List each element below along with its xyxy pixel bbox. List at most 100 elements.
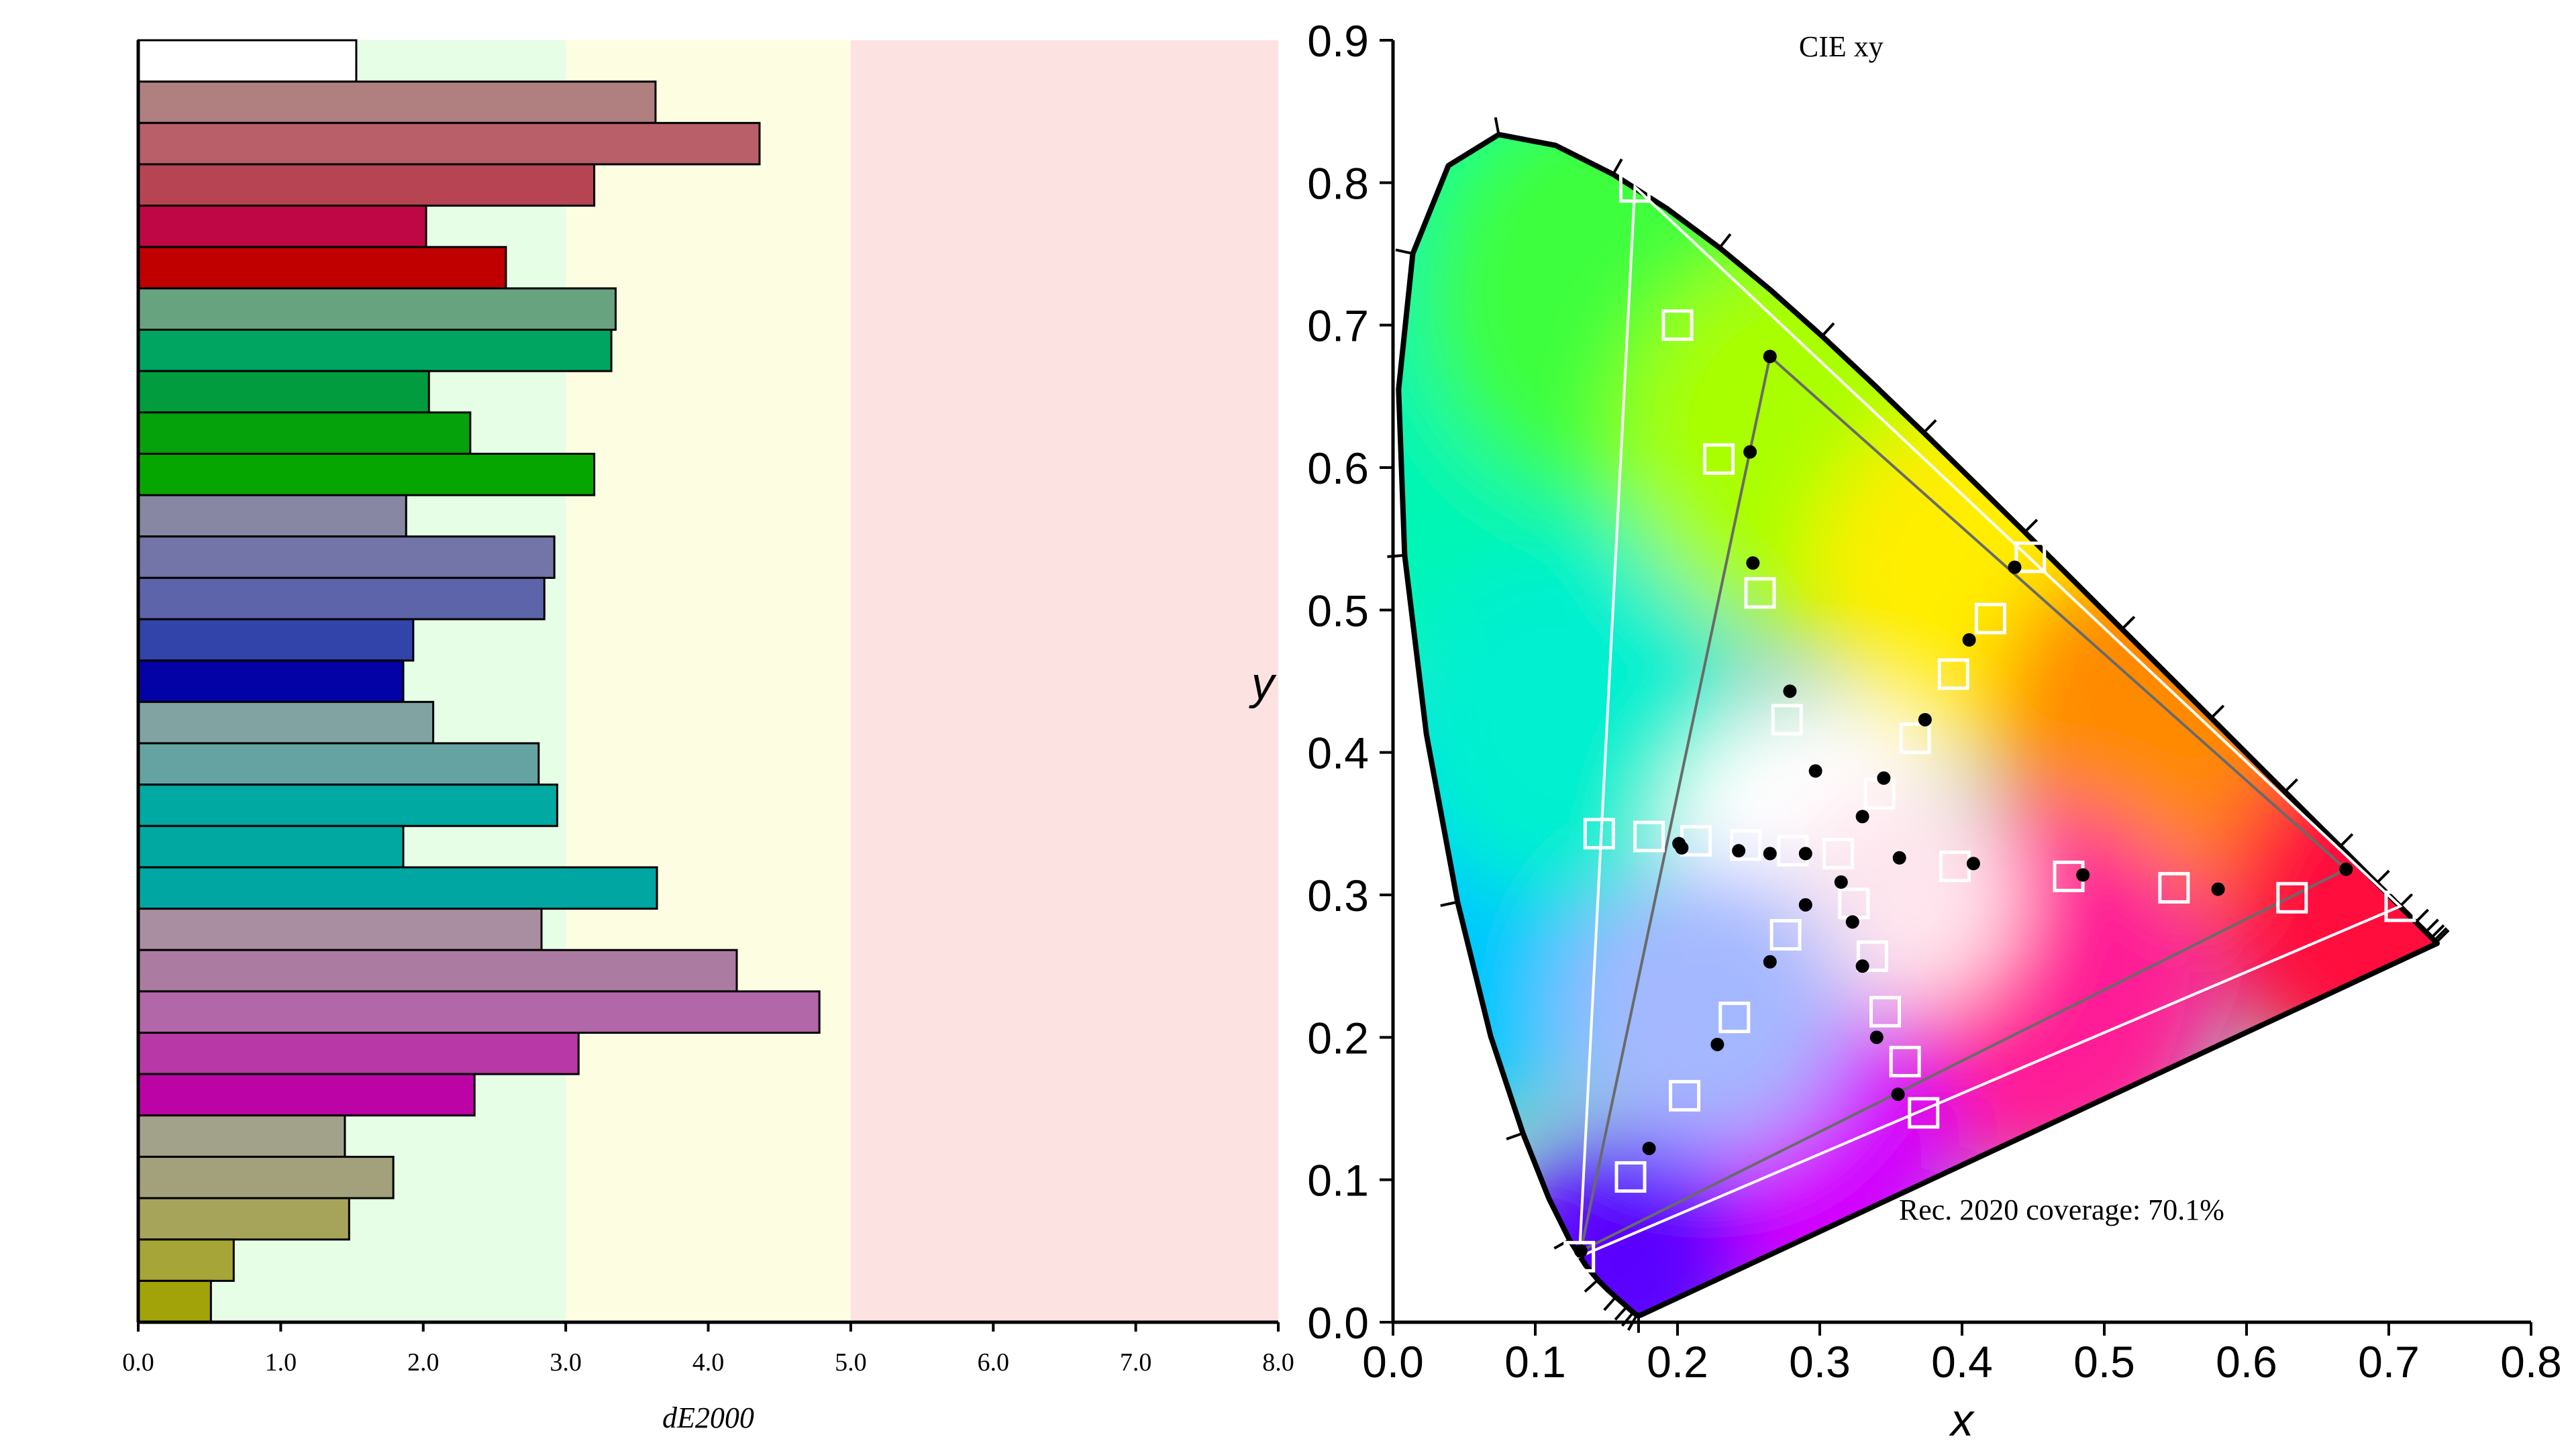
bar-x-tick-label: 7.0 [1120,1348,1152,1377]
cie-y-axis-label: y [1249,658,1277,709]
wavelength-ticks [1387,117,2450,1333]
cie-y-tick-label: 0.5 [1307,586,1369,635]
measured-point [1763,350,1777,364]
cie-y-tick-label: 0.8 [1307,158,1369,208]
target-point [1769,918,1802,951]
target-point [1889,1045,1921,1077]
wavelength-tick [1494,117,1500,135]
bar-24 [137,1031,580,1075]
wavelength-tick [1922,419,1937,434]
measured-point [1746,556,1760,570]
measured-point [1798,847,1812,861]
target-point [1633,820,1665,853]
cie-y-tick-label: 0.3 [1307,871,1369,920]
bar-25 [137,1073,476,1117]
cie-chart-title: CIE xy [1799,30,1884,63]
bar-1 [137,80,657,124]
measured-point [1642,1141,1656,1155]
wavelength-tick [2210,704,2225,719]
bar-x-tick-label: 2.0 [407,1348,440,1377]
bar-2 [137,121,761,166]
target-point [1669,1079,1701,1112]
target-point [1856,940,1888,972]
bar-12 [137,535,556,579]
measured-point [1892,851,1906,865]
bar-17 [137,742,540,786]
bar-5 [137,246,507,290]
measured-point [1798,898,1812,912]
chromaticity-fill [1398,134,2438,1316]
bar-13 [137,576,546,621]
wavelength-tick [2024,519,2039,533]
bar-x-tick-label: 3.0 [550,1348,582,1377]
measured-point [1834,875,1848,889]
measured-point [1869,1030,1884,1044]
measured-point [1918,712,1932,727]
measured-point [1845,915,1859,929]
bar-0 [137,39,358,83]
cie-xy-chart: 0.0 0.1 0.2 0.3 0.4 0.5 0.6 0.7 0.8 0.0 0.1 0.2 0.3… [1249,16,2562,1446]
cie-x-tick-label: 0.6 [2216,1337,2277,1387]
bar-9 [137,411,472,455]
measured-point [1962,633,1976,647]
measured-point [1855,959,1869,973]
de2000-bar-chart: 0.0 1.0 2.0 3.0 4.0 5.0 6.0 7.0 8.0 dE2000 [122,39,1294,1434]
coverage-annotation: Rec. 2020 coverage: 70.1% [1899,1193,2224,1226]
target-point [1614,1161,1647,1193]
cie-y-tick-label: 0.6 [1307,443,1369,493]
measured-point [2076,868,2090,882]
target-point [1869,996,1902,1028]
wavelength-tick [1612,158,1623,175]
target-point [1730,829,1762,861]
wavelength-tick [2375,869,2390,884]
bar-30 [137,1279,212,1324]
band-1 [566,40,851,1322]
target-point [1744,577,1776,609]
measured-point [1710,1037,1724,1051]
measured-point [2008,560,2022,574]
wavelength-tick [1614,1305,1629,1321]
wavelength-tick [1440,900,1458,907]
target-point [1702,443,1735,475]
target-point [1618,171,1651,203]
bar-x-tick-label: 4.0 [692,1348,725,1377]
bar-29 [137,1238,235,1282]
bar-x-tick-label: 8.0 [1262,1348,1294,1377]
measured-point [1808,764,1822,778]
wavelength-tick [2435,929,2450,944]
measured-point [1891,1087,1905,1102]
cie-y-tick-label: 0.7 [1307,301,1369,351]
bar-4 [137,205,427,248]
wavelength-tick [1584,1279,1599,1293]
wavelength-tick [2339,833,2354,848]
measured-point [1763,847,1777,861]
bar-18 [137,784,558,827]
target-point [1563,1240,1596,1273]
measured-point [1966,857,1980,871]
wavelength-tick [2414,908,2429,923]
bar-6 [137,287,617,331]
cie-x-tick-label: 0.8 [2500,1337,2562,1387]
cie-y-tick-label: 0.0 [1307,1298,1369,1348]
bar-27 [137,1155,395,1199]
measured-point [2211,882,2225,896]
cie-y-tick-label: 0.1 [1307,1156,1369,1205]
target-point [1718,1002,1751,1034]
target-point [1974,602,2006,635]
wavelength-tick [2399,893,2414,908]
measured-point-series [1574,350,2353,1258]
target-point [1822,837,1855,869]
wavelength-tick [2433,927,2448,942]
target-point [1583,818,1615,850]
cie-x-tick-label: 0.5 [2073,1337,2135,1387]
bar-19 [137,824,405,869]
target-point [1899,722,1931,754]
target-point [2384,890,2416,922]
target-point [1771,704,1803,736]
bar-x-tick-label: 6.0 [978,1348,1010,1377]
bar-28 [137,1197,350,1241]
target-point [2014,541,2047,574]
wavelength-tick [2430,924,2445,939]
measured-point [1763,955,1777,969]
